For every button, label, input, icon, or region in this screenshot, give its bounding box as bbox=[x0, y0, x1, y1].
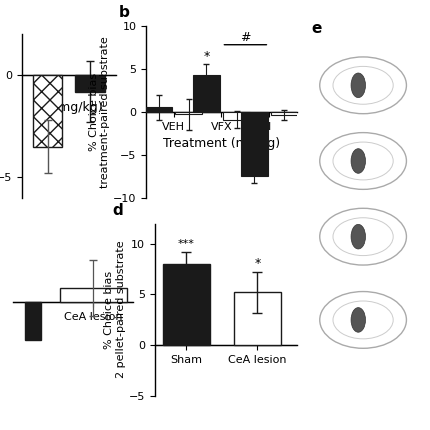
Ellipse shape bbox=[320, 132, 406, 189]
Ellipse shape bbox=[351, 307, 366, 332]
Bar bbox=[241, 112, 268, 176]
Text: ***: *** bbox=[178, 239, 195, 249]
Ellipse shape bbox=[351, 224, 366, 249]
Bar bbox=[223, 112, 250, 120]
Ellipse shape bbox=[320, 208, 406, 265]
Text: *: * bbox=[203, 50, 209, 63]
X-axis label: Treatment (mg/kg): Treatment (mg/kg) bbox=[163, 137, 280, 150]
Bar bbox=[33, 75, 62, 147]
X-axis label: se (mg/kg): se (mg/kg) bbox=[35, 101, 103, 114]
Ellipse shape bbox=[320, 57, 406, 114]
Bar bbox=[163, 264, 210, 345]
Ellipse shape bbox=[333, 218, 393, 255]
Bar bbox=[271, 112, 298, 115]
Ellipse shape bbox=[333, 142, 393, 180]
Bar bbox=[75, 75, 104, 92]
Bar bbox=[175, 112, 202, 114]
Bar bbox=[233, 292, 281, 345]
Text: e: e bbox=[311, 21, 322, 36]
Bar bbox=[145, 108, 172, 112]
Bar bbox=[193, 75, 220, 112]
Text: *: * bbox=[254, 257, 261, 270]
Bar bbox=[60, 288, 126, 302]
Ellipse shape bbox=[351, 73, 366, 98]
Y-axis label: % Choice bias
2 pellet-paired substrate: % Choice bias 2 pellet-paired substrate bbox=[104, 241, 126, 378]
Ellipse shape bbox=[320, 292, 406, 348]
Ellipse shape bbox=[351, 149, 366, 173]
Text: b: b bbox=[119, 5, 130, 20]
Ellipse shape bbox=[333, 301, 393, 339]
Text: #: # bbox=[240, 31, 251, 44]
Text: d: d bbox=[112, 203, 123, 218]
Ellipse shape bbox=[333, 66, 393, 104]
Y-axis label: % Choice bias
treatment-paired substrate: % Choice bias treatment-paired substrate bbox=[89, 36, 111, 187]
Bar bbox=[25, 302, 41, 340]
